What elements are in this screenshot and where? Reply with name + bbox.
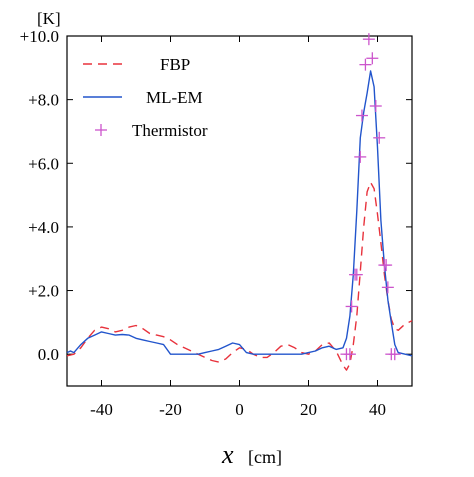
x-tick-label: 20 [300, 400, 317, 419]
series-line-ml-em [66, 70, 413, 357]
y-tick-label: +6.0 [28, 154, 59, 173]
thermistor-point [381, 281, 394, 294]
thermistor-point [343, 348, 356, 361]
x-tick-label: -40 [90, 400, 113, 419]
thermistor-point [345, 300, 358, 313]
legend-label-mlem: ML-EM [146, 88, 203, 107]
thermistor-point [373, 131, 386, 144]
thermistor-point [362, 33, 375, 46]
y-tick-label: +4.0 [28, 218, 59, 237]
plot-frame [66, 35, 413, 387]
thermistor-point [366, 52, 379, 65]
y-tick-label: +8.0 [28, 91, 59, 110]
thermistor-point [388, 348, 401, 361]
x-axis: -40 -20 0 20 40 [90, 36, 386, 419]
legend-label-thermistor: Thermistor [132, 121, 208, 140]
y-tick-label: +10.0 [20, 27, 59, 46]
x-tick-label: -20 [159, 400, 182, 419]
thermistor-point [380, 259, 393, 272]
x-axis-unit: [cm] [248, 447, 282, 467]
thermistor-point [350, 268, 363, 281]
y-tick-label: +2.0 [28, 282, 59, 301]
y-tick-label: 0.0 [38, 345, 59, 364]
thermistor-point [355, 109, 368, 122]
y-unit-label: [K] [37, 9, 61, 28]
series-thermistor [340, 33, 401, 361]
x-axis-variable: x [221, 440, 234, 469]
thermistor-point [369, 100, 382, 112]
thermistor-point [354, 150, 367, 163]
x-tick-label: 40 [369, 400, 386, 419]
x-tick-label: 0 [235, 400, 244, 419]
y-axis: 0.0 +2.0 +4.0 +6.0 +8.0 +10.0 [20, 27, 412, 364]
series-layer [66, 33, 413, 371]
legend: FBP ML-EM Thermistor [83, 55, 208, 140]
legend-label-fbp: FBP [160, 55, 190, 74]
series-line-fbp [66, 181, 413, 371]
legend-swatch-thermistor [95, 124, 107, 136]
thermistor-point [359, 58, 372, 71]
